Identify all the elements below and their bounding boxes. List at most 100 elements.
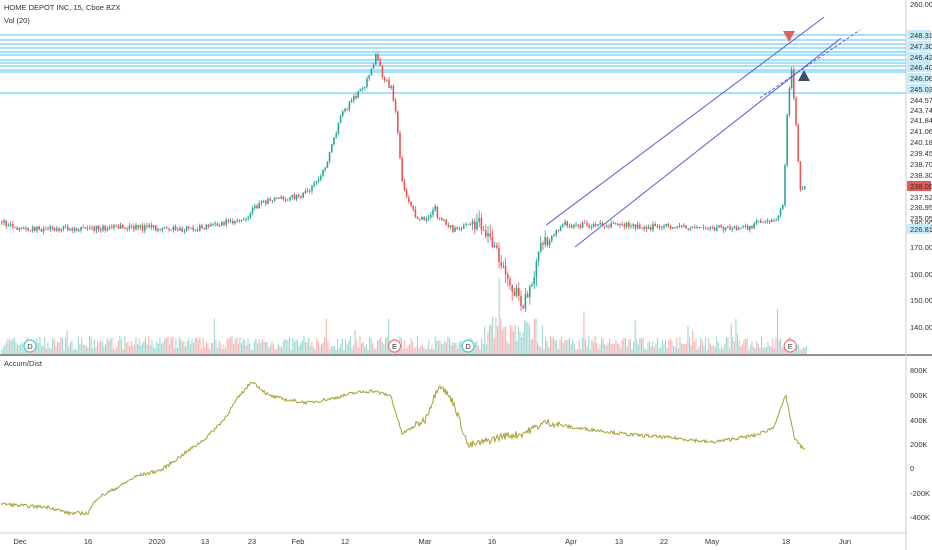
date-axis-tick: Mar [419, 537, 432, 546]
volume-bar [133, 344, 135, 354]
candle-body [115, 225, 117, 227]
candle-body [518, 288, 520, 296]
volume-bar [242, 338, 244, 354]
volume-bar [599, 344, 601, 354]
candle-body [295, 194, 298, 200]
candle-body [672, 227, 674, 229]
volume-bar [356, 340, 358, 354]
volume-bar [751, 341, 753, 354]
candle-body [724, 227, 727, 231]
volume-bar [505, 326, 507, 354]
volume-bar [319, 345, 321, 354]
candle-body [370, 68, 373, 76]
candle-body [236, 220, 238, 221]
volume-bar [69, 342, 71, 354]
volume-bar [85, 345, 87, 354]
candle-body [390, 86, 392, 88]
candle-body [478, 218, 480, 222]
volume-bar [293, 342, 295, 354]
volume-bar [490, 324, 492, 354]
candle-body [249, 213, 252, 218]
candle-body [313, 183, 315, 186]
volume-bar [682, 344, 684, 354]
volume-bar [506, 341, 508, 354]
candle-body [265, 200, 267, 204]
candle-body [502, 266, 505, 267]
sell-arrow-icon [783, 31, 795, 42]
volume-bar [708, 338, 710, 354]
volume-bar [473, 349, 475, 354]
candle-body [375, 54, 377, 65]
event-marker[interactable] [783, 339, 797, 353]
volume-bar [556, 339, 558, 354]
candle-body [78, 230, 80, 231]
volume-bar [45, 348, 47, 354]
level-price-label: 236.95 [910, 203, 932, 212]
volume-bar [573, 343, 575, 354]
event-marker[interactable] [461, 339, 475, 353]
candle-body [694, 227, 696, 228]
volume-bar [23, 349, 25, 354]
candle-body [746, 225, 749, 230]
volume-bar [314, 349, 316, 354]
candle-body [34, 227, 36, 231]
event-marker[interactable] [23, 339, 37, 353]
volume-bar [732, 337, 734, 354]
volume-bar [516, 341, 518, 354]
volume-bar [194, 337, 196, 354]
event-marker-label: E [392, 342, 397, 351]
candle-body [557, 230, 560, 231]
volume-bar [74, 348, 76, 354]
volume-bar [561, 336, 563, 354]
volume-bar [317, 341, 319, 354]
volume-bar [684, 344, 686, 354]
volume-bar [772, 338, 774, 354]
volume-bar [101, 342, 103, 354]
candle-body [27, 228, 29, 231]
candle-body [170, 229, 172, 231]
volume-bar [562, 342, 564, 354]
volume-bar [109, 339, 111, 354]
candle-body [42, 228, 45, 232]
volume-bar [313, 346, 315, 354]
candle-body [689, 228, 692, 230]
volume-bar [497, 326, 499, 354]
volume-bar [719, 348, 721, 354]
volume-bar [44, 337, 46, 354]
volume-bar [281, 347, 283, 354]
volume-bar [637, 344, 639, 354]
candle-body [625, 222, 628, 227]
candle-body [357, 91, 359, 98]
candle-body [293, 194, 296, 199]
volume-bar [429, 349, 431, 354]
volume-bar [714, 347, 716, 354]
candle-body [641, 228, 643, 230]
candle-body [51, 226, 54, 228]
candle-body [126, 228, 128, 230]
candle-body [469, 223, 472, 225]
volume-bar [620, 348, 622, 354]
volume-bar [245, 345, 247, 354]
volume-bar [442, 344, 444, 354]
event-marker[interactable] [387, 339, 402, 353]
candle-body [731, 228, 733, 230]
ad-line [0, 381, 806, 517]
candle-body [64, 226, 67, 228]
volume-bar [453, 343, 455, 354]
volume-bar [175, 338, 177, 354]
volume-bar [90, 337, 92, 354]
volume-bar [149, 345, 151, 354]
candle-body [38, 226, 40, 230]
volume-bar [215, 340, 217, 354]
volume-bar [437, 340, 439, 354]
volume-bar [10, 340, 12, 354]
candle-body [364, 86, 366, 88]
candle-body [190, 227, 192, 229]
candle-body [432, 209, 434, 215]
volume-bar [87, 347, 89, 354]
candle-body [335, 133, 337, 138]
volume-bar [249, 343, 251, 354]
volume-bar [129, 346, 131, 354]
candle-body [23, 227, 25, 229]
volume-bar [60, 337, 62, 354]
